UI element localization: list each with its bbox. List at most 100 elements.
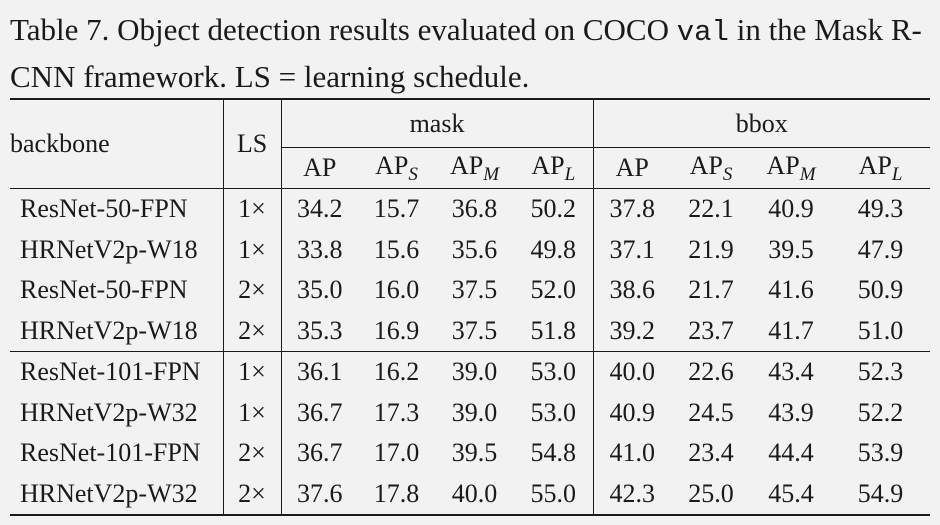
value-cell: 54.8 bbox=[514, 433, 594, 474]
header-metric: APL bbox=[831, 147, 931, 189]
header-ls: LS bbox=[223, 98, 282, 189]
value-cell: 35.0 bbox=[297, 275, 343, 305]
ls-cell: 1× bbox=[223, 229, 282, 270]
table-row: HRNetV2p-W32 1× 36.7 17.3 39.0 53.0 40.9 24.5 43… bbox=[10, 392, 930, 433]
metric-base: AP bbox=[689, 150, 723, 180]
header-metric: APS bbox=[358, 147, 435, 189]
ls-cell: 2× bbox=[223, 473, 282, 516]
value-cell: 51.8 bbox=[514, 310, 594, 352]
value-cell: 49.3 bbox=[831, 188, 931, 230]
metric-subscript: L bbox=[564, 163, 576, 185]
header-metric: APS bbox=[671, 147, 752, 189]
metric-base: AP bbox=[615, 153, 649, 182]
value-cell: 36.7 bbox=[297, 438, 343, 468]
backbone-cell: ResNet-101-FPN bbox=[10, 351, 224, 393]
table-row: ResNet-50-FPN 1× 34.2 15.7 36.8 50.2 37.8 22.1 4… bbox=[10, 188, 931, 230]
ls-cell: 2× bbox=[223, 433, 282, 474]
value-cell: 39.2 bbox=[609, 315, 656, 345]
value-cell: 23.4 bbox=[688, 438, 734, 468]
metric-subscript: S bbox=[722, 163, 733, 185]
metric-base: AP bbox=[303, 153, 337, 182]
caption-text-2: in the Mask R-CNN framework. LS = learni… bbox=[10, 12, 922, 94]
value-cell: 39.5 bbox=[768, 234, 814, 264]
value-cell: 53.0 bbox=[514, 392, 594, 433]
value-cell: 42.3 bbox=[593, 473, 672, 516]
value-cell: 41.7 bbox=[768, 315, 814, 345]
value-cell: 37.8 bbox=[593, 188, 672, 230]
value-cell: 37.1 bbox=[609, 234, 656, 264]
table-row: ResNet-50-FPN 2× 35.0 16.0 37.5 52.0 38.6 21.7 4… bbox=[10, 270, 930, 311]
metric-base: AP bbox=[766, 150, 800, 180]
value-cell: 34.2 bbox=[281, 188, 358, 230]
value-cell: 36.7 bbox=[297, 397, 343, 427]
backbone-cell: HRNetV2p-W18 bbox=[10, 229, 224, 270]
metric-base: AP bbox=[449, 150, 484, 180]
header-row-groups: backbone LS mask bbox bbox=[10, 98, 931, 189]
header-group-bbox: bbox bbox=[593, 98, 931, 148]
table-row: ResNet-101-FPN 1× 36.1 16.2 39.0 53.0 40.0 22.6… bbox=[10, 351, 931, 393]
value-cell: 45.4 bbox=[751, 473, 832, 516]
value-cell: 21.7 bbox=[688, 275, 734, 305]
metric-subscript: M bbox=[483, 163, 500, 185]
backbone-cell: ResNet-101-FPN bbox=[10, 433, 224, 474]
value-cell: 53.0 bbox=[514, 351, 594, 393]
value-cell: 23.7 bbox=[688, 315, 734, 345]
metric-subscript: L bbox=[891, 163, 903, 185]
header-row-metrics: AP APS APM APL AP APS APM APL bbox=[10, 147, 931, 189]
header-metric: AP bbox=[281, 147, 358, 189]
value-cell: 43.9 bbox=[768, 397, 814, 427]
value-cell: 33.8 bbox=[297, 234, 343, 264]
value-cell: 39.5 bbox=[451, 438, 498, 468]
results-table: backbone LS mask bbox AP APS APM APL AP APS AP… bbox=[10, 98, 931, 516]
value-cell: 15.6 bbox=[373, 234, 420, 264]
value-cell: 16.0 bbox=[373, 275, 420, 305]
value-cell: 54.9 bbox=[831, 473, 931, 516]
backbone-cell: HRNetV2p-W18 bbox=[10, 310, 224, 352]
backbone-cell: HRNetV2p-W32 bbox=[10, 473, 224, 516]
value-cell: 36.8 bbox=[435, 188, 514, 230]
value-cell: 16.2 bbox=[358, 351, 435, 393]
value-cell: 53.9 bbox=[857, 438, 904, 468]
value-cell: 38.6 bbox=[609, 275, 656, 305]
value-cell: 17.3 bbox=[373, 397, 420, 427]
value-cell: 47.9 bbox=[857, 234, 904, 264]
metric-subscript: S bbox=[408, 163, 418, 185]
value-cell: 40.0 bbox=[593, 351, 672, 393]
value-cell: 55.0 bbox=[514, 473, 594, 516]
caption-text-1: Table 7. Object detection results evalua… bbox=[10, 12, 677, 47]
backbone-cell: ResNet-50-FPN bbox=[10, 270, 224, 311]
backbone-cell: ResNet-50-FPN bbox=[10, 188, 224, 230]
value-cell: 16.9 bbox=[373, 315, 420, 345]
metric-subscript: M bbox=[799, 163, 816, 185]
ls-cell: 2× bbox=[223, 310, 282, 352]
ls-cell: 1× bbox=[223, 188, 282, 230]
caption-code-val: val bbox=[676, 16, 729, 49]
table-row: ResNet-101-FPN 2× 36.7 17.0 39.5 54.8 41.0 23.4… bbox=[10, 433, 930, 474]
table-row: HRNetV2p-W32 2× 37.6 17.8 40.0 55.0 42.3 25.0 45… bbox=[10, 473, 931, 516]
value-cell: 36.1 bbox=[281, 351, 358, 393]
value-cell: 52.2 bbox=[857, 397, 904, 427]
value-cell: 52.0 bbox=[514, 270, 594, 311]
header-metric: AP bbox=[593, 147, 672, 189]
header-metric: APL bbox=[514, 147, 594, 189]
value-cell: 25.0 bbox=[671, 473, 752, 516]
value-cell: 15.7 bbox=[358, 188, 435, 230]
metric-base: AP bbox=[531, 150, 565, 180]
header-group-mask: mask bbox=[281, 98, 594, 148]
value-cell: 40.9 bbox=[609, 397, 656, 427]
value-cell: 39.0 bbox=[435, 351, 514, 393]
value-cell: 37.6 bbox=[281, 473, 358, 516]
metric-base: AP bbox=[375, 150, 409, 180]
value-cell: 50.9 bbox=[857, 275, 904, 305]
table-caption: Table 7. Object detection results evalua… bbox=[10, 8, 935, 99]
value-cell: 40.9 bbox=[751, 188, 832, 230]
ls-cell: 1× bbox=[223, 392, 282, 433]
ls-cell: 2× bbox=[223, 270, 282, 311]
value-cell: 40.0 bbox=[435, 473, 514, 516]
value-cell: 21.9 bbox=[688, 234, 734, 264]
value-cell: 39.0 bbox=[451, 397, 498, 427]
value-cell: 50.2 bbox=[514, 188, 594, 230]
value-cell: 43.4 bbox=[751, 351, 832, 393]
value-cell: 52.3 bbox=[831, 351, 931, 393]
